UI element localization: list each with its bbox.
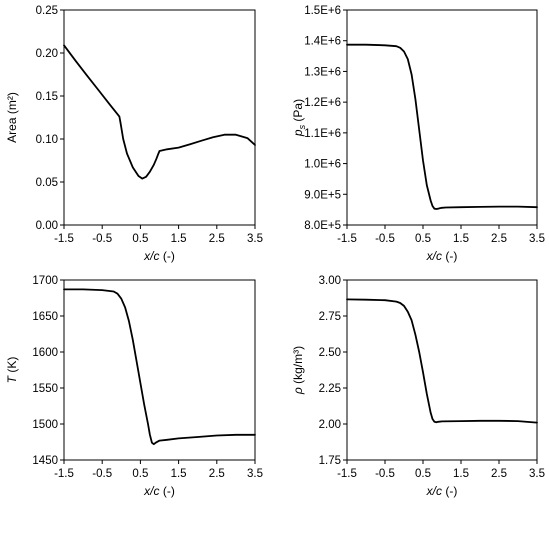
y-tick-label: 1.75 [319, 455, 341, 467]
series-line-1 [346, 298, 538, 424]
x-tick-label: 3.5 [247, 233, 263, 245]
y-tick-label: 1.1E+6 [304, 128, 341, 140]
plot-frame [63, 9, 256, 226]
series-line-1 [63, 288, 256, 446]
chart-panel-1: -1.5 -0.5 0.5 1.5 2.5 3.5 0.00 0.05 0.10 0.15 0.20… [5, 5, 263, 263]
x-tick-label: 1.5 [453, 468, 469, 480]
x-tick-label: -1.5 [337, 233, 357, 245]
y-tick-label: 9.0E+5 [304, 189, 341, 201]
y-tick-label: 1600 [32, 347, 58, 359]
y-tick-label: 8.0E+5 [304, 220, 341, 232]
y-tick-label: 0.05 [36, 177, 58, 189]
x-tick-label: 2.5 [209, 233, 225, 245]
x-tick-label: 1.5 [171, 468, 187, 480]
y-tick-label: 0.20 [36, 48, 58, 60]
y-tick-label: 1650 [32, 311, 58, 323]
y-tick-label: 1.3E+6 [304, 66, 341, 78]
x-axis-label: x/c (-) [143, 484, 175, 498]
x-tick-label: 0.5 [132, 468, 148, 480]
y-axis-label: ρ (kg/m³) [291, 346, 305, 395]
x-tick-label: 3.5 [529, 468, 545, 480]
chart-panel-2: -1.5 -0.5 0.5 1.5 2.5 3.5 8.0E+5 9.0E+5 1.0E+6 1.… [291, 5, 545, 263]
y-tick-label: 1500 [32, 419, 58, 431]
y-tick-label: 1.0E+6 [304, 159, 341, 171]
x-axis-label: x/c (-) [143, 249, 175, 263]
x-tick-label: -1.5 [337, 468, 357, 480]
x-tick-label: 0.5 [415, 468, 431, 480]
y-tick-label: 2.25 [319, 383, 341, 395]
chart-panel-3: -1.5 -0.5 0.5 1.5 2.5 3.5 1450 1500 1550 1600 1650… [5, 275, 263, 498]
y-tick-label: 0.15 [36, 91, 58, 103]
y-tick-label: 1.2E+6 [304, 97, 341, 109]
y-tick-label: 3.00 [319, 275, 341, 287]
series-line-1 [346, 43, 538, 210]
x-tick-label: 3.5 [247, 468, 263, 480]
y-axis-label: T (K) [5, 357, 19, 384]
x-tick-label: -0.5 [92, 233, 112, 245]
x-axis-label: x/c (-) [426, 249, 458, 263]
y-tick-label: 0.10 [36, 134, 58, 146]
y-tick-label: 0.00 [36, 220, 58, 232]
x-tick-label: 1.5 [171, 233, 187, 245]
x-tick-label: -1.5 [54, 233, 74, 245]
x-tick-label: -0.5 [375, 233, 395, 245]
y-axis-label: Area (m²) [5, 92, 19, 143]
x-tick-label: -0.5 [375, 468, 395, 480]
x-tick-label: 2.5 [491, 233, 507, 245]
x-tick-label: 2.5 [209, 468, 225, 480]
x-tick-label: 3.5 [529, 233, 545, 245]
y-tick-label: 1700 [32, 275, 58, 287]
y-tick-label: 1.4E+6 [304, 36, 341, 48]
series-line-1 [63, 44, 256, 180]
x-tick-label: -0.5 [92, 468, 112, 480]
y-tick-label: 2.50 [319, 347, 341, 359]
chart-panel-4: -1.5 -0.5 0.5 1.5 2.5 3.5 1.75 2.00 2.25 2.50 2.75… [291, 275, 545, 498]
y-tick-label: 1.5E+6 [304, 5, 341, 17]
x-tick-label: 2.5 [491, 468, 507, 480]
x-tick-label: 0.5 [132, 233, 148, 245]
x-tick-label: 1.5 [453, 233, 469, 245]
y-tick-label: 1550 [32, 383, 58, 395]
plot-frame [346, 279, 538, 461]
y-tick-label: 0.25 [36, 5, 58, 17]
y-tick-label: 1450 [32, 455, 58, 467]
plot-frame [63, 279, 256, 461]
plot-frame [346, 9, 538, 226]
y-tick-label: 2.00 [319, 419, 341, 431]
y-axis-label: ps (Pa) [291, 99, 307, 137]
y-tick-label: 2.75 [319, 311, 341, 323]
x-tick-label: -1.5 [54, 468, 74, 480]
x-axis-label: x/c (-) [426, 484, 458, 498]
x-tick-label: 0.5 [415, 233, 431, 245]
